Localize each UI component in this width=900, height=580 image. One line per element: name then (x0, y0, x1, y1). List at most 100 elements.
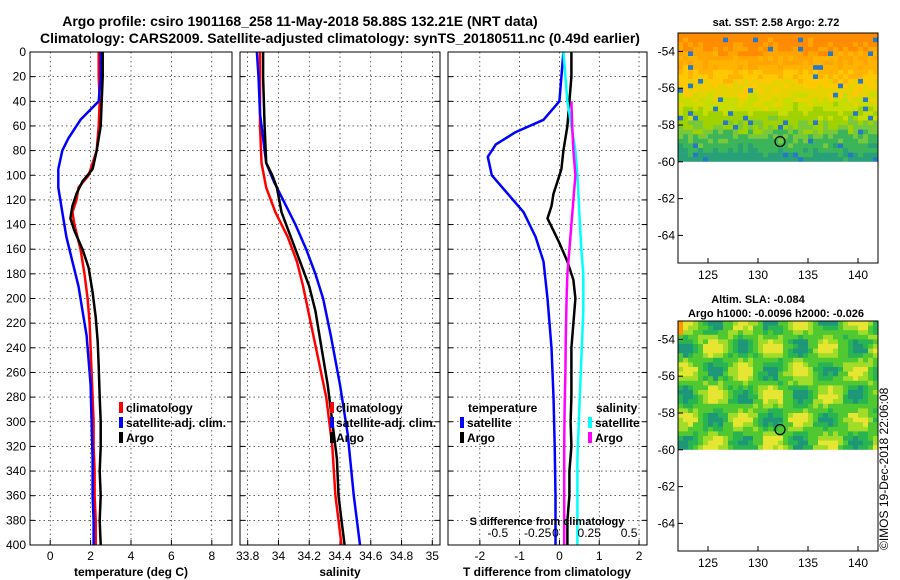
map-cell (718, 129, 724, 135)
map-cell (843, 157, 849, 163)
map-cell (698, 65, 704, 71)
map-cell (758, 394, 764, 400)
map-cell (788, 97, 794, 103)
map-cell (763, 106, 769, 112)
map-cell (823, 148, 829, 153)
map-cell (678, 115, 684, 121)
map-cell (683, 431, 689, 437)
map-cell (813, 445, 819, 451)
map-cell (863, 394, 869, 400)
map-cell (853, 445, 859, 451)
map-cell (863, 148, 869, 153)
depth-tick-label: 200 (6, 292, 26, 306)
map-cell (848, 120, 854, 126)
map-cell (873, 334, 879, 340)
map-cell (798, 321, 804, 326)
depth-tick-label: 220 (6, 316, 26, 330)
map-cell (738, 403, 744, 409)
map-cell (843, 403, 849, 409)
map-cell (798, 367, 804, 372)
map-cell (738, 325, 744, 331)
map-cell (868, 440, 874, 446)
map-cell (703, 321, 709, 326)
map-cell (743, 357, 749, 363)
map-cell (678, 371, 684, 377)
map-cell (723, 403, 729, 409)
map-cell (853, 120, 859, 126)
map-cell (843, 37, 849, 43)
map-cell (693, 152, 699, 158)
map-cell (838, 426, 844, 432)
map-cell (773, 385, 779, 391)
map-cell (678, 436, 684, 441)
map-cell (838, 344, 844, 349)
map-cell (748, 83, 754, 89)
map-cell (868, 339, 874, 345)
map-cell (758, 134, 764, 140)
map-cell (873, 380, 879, 386)
map-cell (733, 436, 739, 441)
map-cell (678, 399, 684, 405)
map-cell (748, 125, 754, 130)
map-cell (803, 367, 809, 372)
map-cell (758, 403, 764, 409)
map-cell (713, 88, 719, 94)
map-cell (683, 152, 689, 158)
map-cell (808, 330, 814, 336)
map-cell (778, 46, 784, 52)
map-cell (868, 83, 874, 89)
map-cell (838, 403, 844, 409)
map-cell (678, 367, 684, 372)
map-cell (738, 157, 744, 163)
map-cell (788, 88, 794, 94)
map-cell (693, 129, 699, 135)
map-cell (743, 339, 749, 345)
map-cell (738, 60, 744, 66)
map-cell (808, 385, 814, 391)
map-cell (863, 413, 869, 418)
map-cell (753, 102, 759, 107)
map-cell (848, 129, 854, 135)
map-cell (818, 102, 824, 107)
map-cell (733, 339, 739, 345)
map-cell (743, 33, 749, 38)
map-cell (703, 339, 709, 345)
map-cell (833, 390, 839, 395)
map-cell (808, 33, 814, 38)
map-cell (723, 106, 729, 112)
map-cell (763, 380, 769, 386)
map-cell (678, 60, 684, 66)
map-cell (733, 431, 739, 437)
map-cell (723, 83, 729, 89)
map-cell (713, 37, 719, 43)
map-cell (773, 431, 779, 437)
map-cell (858, 143, 864, 149)
map-cell (678, 362, 684, 368)
map-cell (758, 152, 764, 158)
map-cell (763, 37, 769, 43)
map-cell (718, 334, 724, 340)
map-cell (798, 344, 804, 349)
map-cell (818, 334, 824, 340)
map-cell (703, 440, 709, 446)
map-cell (703, 348, 709, 354)
map-cell (868, 88, 874, 94)
map-cell (748, 143, 754, 149)
map-cell (768, 88, 774, 94)
map-cell (823, 362, 829, 368)
map-cell (813, 422, 819, 428)
map-cell (763, 413, 769, 418)
map-cell (758, 115, 764, 121)
map-cell (728, 120, 734, 126)
map-cell (693, 157, 699, 163)
map-cell (763, 97, 769, 103)
map-cell (723, 125, 729, 130)
map-cell (843, 69, 849, 75)
map-cell (693, 385, 699, 391)
map-cell (833, 106, 839, 112)
map-cell (798, 83, 804, 89)
map-cell (843, 143, 849, 149)
map-cell (823, 417, 829, 423)
map-cell (733, 56, 739, 61)
map-cell (758, 380, 764, 386)
